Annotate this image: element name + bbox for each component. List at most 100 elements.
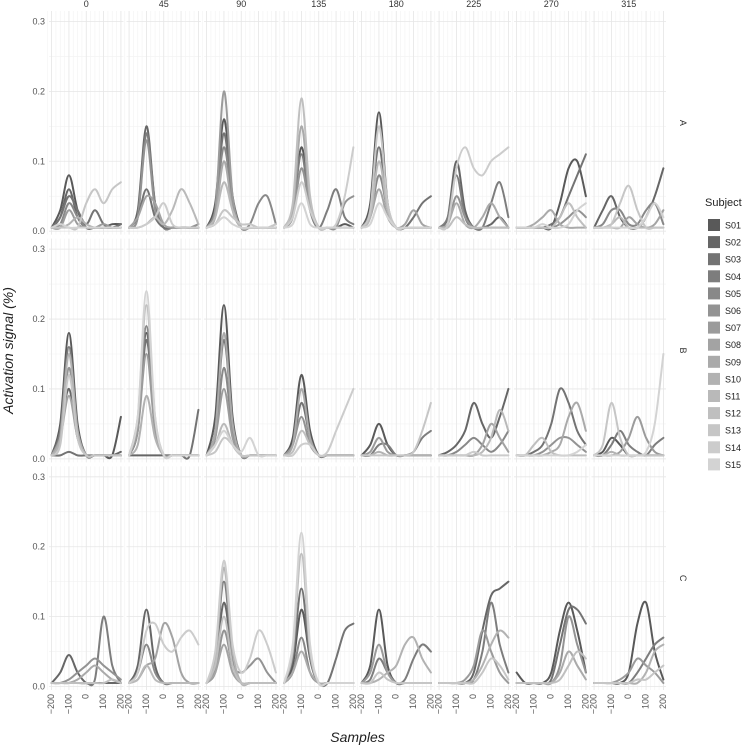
series-line-S15 xyxy=(515,443,587,457)
x-tick-label: 0 xyxy=(158,694,168,699)
panel-B-180 xyxy=(356,238,434,463)
panel-A-135 xyxy=(279,11,356,235)
series-line-S11 xyxy=(128,664,200,685)
x-tick-label: 100 xyxy=(408,694,418,709)
x-tick-label: −200 xyxy=(588,694,598,714)
legend-label-S05: S05 xyxy=(725,289,741,299)
col-facet-label: 225 xyxy=(466,0,481,9)
x-tick-label: 100 xyxy=(175,694,185,709)
x-tick-label: 0 xyxy=(468,694,478,699)
panel-A-270 xyxy=(511,11,589,235)
legend-label-S03: S03 xyxy=(725,255,741,265)
x-tick-label: 100 xyxy=(563,694,573,709)
legend-key-S05 xyxy=(708,287,720,300)
x-tick-label: −200 xyxy=(356,694,366,714)
legend-key-S14 xyxy=(708,441,720,454)
x-tick-label: 200 xyxy=(580,694,590,709)
series-line-S14 xyxy=(128,202,200,229)
series-line-S15 xyxy=(283,531,355,687)
series-line-S14 xyxy=(283,387,355,458)
x-tick-label: −100 xyxy=(296,694,306,714)
x-tick-label: 100 xyxy=(485,694,495,709)
panel-C-0 xyxy=(46,466,124,690)
series-line-S12 xyxy=(515,436,587,458)
panel-A-90 xyxy=(201,11,279,235)
x-tick-label: 0 xyxy=(313,694,323,699)
legend-key-S02 xyxy=(708,236,720,249)
legend-key-S04 xyxy=(708,270,720,283)
legend-label-S11: S11 xyxy=(725,392,740,402)
x-tick-label: 100 xyxy=(253,694,263,709)
series-line-S12 xyxy=(205,615,277,686)
legend-key-S06 xyxy=(708,304,720,317)
x-tick-label: 200 xyxy=(193,694,203,709)
legend-key-S03 xyxy=(708,253,720,266)
legend-label-S07: S07 xyxy=(725,323,741,333)
legend-key-S15 xyxy=(708,458,720,471)
series-line-S15 xyxy=(593,352,665,457)
x-tick-label: −200 xyxy=(123,694,133,714)
panel-B-225 xyxy=(434,238,511,463)
series-line-S15 xyxy=(205,216,277,229)
legend-key-S13 xyxy=(708,424,720,437)
series-line-S12 xyxy=(515,650,587,685)
col-facet-label: 315 xyxy=(621,0,636,9)
y-tick-label: 0.1 xyxy=(32,384,45,394)
series-line-S13 xyxy=(593,664,665,685)
series-line-S13 xyxy=(50,181,122,231)
col-facet-label: 135 xyxy=(311,0,326,9)
x-tick-label: 0 xyxy=(623,694,633,699)
legend-label-S13: S13 xyxy=(725,426,741,436)
series-line-S12 xyxy=(438,216,510,230)
y-tick-label: 0.0 xyxy=(32,682,45,692)
series-line-S02 xyxy=(438,387,510,457)
legend-label-S08: S08 xyxy=(725,340,741,350)
x-tick-label: 0 xyxy=(81,694,91,699)
x-tick-label: −200 xyxy=(278,694,288,714)
series-line-S13 xyxy=(360,671,432,685)
x-tick-label: 200 xyxy=(270,694,280,709)
series-line-S13 xyxy=(438,657,510,685)
x-tick-label: −100 xyxy=(528,694,538,714)
y-tick-label: 0.3 xyxy=(32,16,45,26)
legend-label-S01: S01 xyxy=(725,221,741,231)
x-tick-label: 0 xyxy=(391,694,401,699)
col-facet-label: 270 xyxy=(544,0,559,9)
series-line-S13 xyxy=(360,401,432,457)
series-line-S13 xyxy=(50,373,122,458)
x-tick-label: 0 xyxy=(236,694,246,699)
y-tick-label: 0.3 xyxy=(32,472,45,482)
col-facet-label: 90 xyxy=(236,0,246,9)
x-tick-label: −100 xyxy=(63,694,73,714)
legend-title: Subject xyxy=(705,197,742,209)
legend-key-S09 xyxy=(708,355,720,368)
x-tick-label: 200 xyxy=(348,694,358,709)
x-tick-label: 100 xyxy=(98,694,108,709)
panel-C-45 xyxy=(124,466,201,690)
series-line-S15 xyxy=(128,290,200,460)
x-tick-label: 200 xyxy=(115,694,125,709)
x-tick-label: −100 xyxy=(606,694,616,714)
panel-C-270 xyxy=(511,466,589,690)
legend-key-S01 xyxy=(708,219,720,231)
x-tick-label: −200 xyxy=(433,694,443,714)
y-tick-label: 0.2 xyxy=(32,542,45,552)
legend: Subject S01 S02 S03 S04 S05 S06 S07 S08 S09 S10 S11… xyxy=(705,197,742,471)
legend-key-S12 xyxy=(708,407,720,420)
y-axis-title: Activation signal (%) xyxy=(0,287,16,415)
legend-key-S07 xyxy=(708,321,720,334)
legend-label-S09: S09 xyxy=(725,357,741,367)
series-line-S10 xyxy=(360,636,432,685)
series-line-S15 xyxy=(515,202,587,230)
x-tick-label: −100 xyxy=(373,694,383,714)
series-line-S05 xyxy=(593,201,665,229)
legend-label-S10: S10 xyxy=(725,374,741,384)
x-tick-label: −200 xyxy=(511,694,521,714)
y-tick-label: 0.1 xyxy=(32,612,45,622)
y-tick-label: 0.2 xyxy=(32,314,45,324)
legend-label-S12: S12 xyxy=(725,409,741,419)
series-line-S15 xyxy=(205,429,277,458)
series-line-S15 xyxy=(360,202,432,230)
